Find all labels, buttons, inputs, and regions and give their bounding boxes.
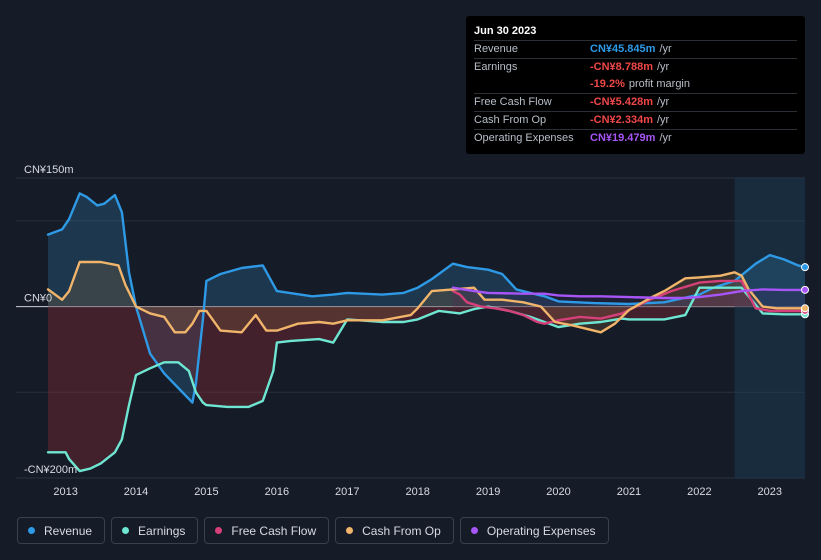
legend-dot-icon: [470, 527, 478, 534]
tooltip-row-unit: /yr: [656, 96, 670, 108]
x-tick-label: 2018: [405, 486, 429, 498]
earnings-line: [46, 286, 807, 473]
tooltip-row-label: Cash From Op: [474, 114, 547, 126]
revenue-line: [46, 192, 807, 404]
x-tick-label: 2014: [124, 486, 148, 498]
x-tick-label: 2023: [758, 486, 782, 498]
tooltip-row-value: -CN¥2.334m: [590, 114, 653, 126]
legend-item-cash-from-op[interactable]: Cash From Op: [335, 517, 454, 544]
x-tick-label: 2013: [53, 486, 77, 498]
tooltip-row-label: Revenue: [474, 43, 519, 55]
tooltip-date: Jun 30 2023: [474, 25, 537, 37]
tooltip-row: Revenue CN¥45.845m/yr: [474, 40, 797, 58]
tooltip-row-label: Earnings: [474, 61, 518, 73]
legend-label: Earnings: [138, 523, 186, 538]
y-tick-label: CN¥150m: [24, 164, 74, 176]
x-tick-label: 2021: [617, 486, 641, 498]
tooltip-row-label: Operating Expenses: [474, 132, 574, 144]
tooltip-row-unit: /yr: [659, 132, 672, 144]
x-tick-label: 2020: [546, 486, 570, 498]
legend-dot-icon: [28, 527, 35, 534]
tooltip-row: -19.2% profit margin: [474, 76, 797, 93]
chart-tooltip: Jun 30 2023 Revenue CN¥45.845m/yr Earnings…: [466, 16, 805, 154]
tooltip-row-value: -CN¥5.428m: [590, 96, 653, 108]
financial-chart: CN¥150m CN¥0 -CN¥200m 2013 2014 2015 2016 2017…: [16, 164, 809, 498]
cash-from-op-line: [46, 260, 807, 334]
legend-dot-icon: [215, 527, 223, 534]
earnings-area: [48, 287, 805, 472]
tooltip-row-label: [474, 76, 590, 93]
chart-legend: Revenue Earnings Free Cash Flow Cash From O…: [17, 517, 609, 546]
tooltip-row: Free Cash Flow -CN¥5.428m/yr: [474, 93, 797, 111]
legend-label: Revenue: [44, 523, 93, 538]
revenue-endpoint: [801, 263, 809, 272]
tooltip-row-unit: profit margin: [628, 78, 690, 90]
tooltip-row: Earnings -CN¥8.788m/yr: [474, 58, 797, 76]
cash-from-op-endpoint: [801, 304, 809, 313]
x-tick-label: 2019: [476, 486, 500, 498]
legend-label: Free Cash Flow: [231, 523, 317, 538]
free-cash-flow-line: [451, 279, 807, 325]
legend-dot-icon: [346, 527, 354, 534]
tooltip-row: Operating Expenses CN¥19.479m/yr: [474, 129, 797, 147]
legend-item-revenue[interactable]: Revenue: [17, 517, 106, 544]
y-tick-label: -CN¥200m: [24, 464, 77, 476]
tooltip-row-value: -CN¥8.788m: [590, 61, 653, 73]
x-tick-label: 2017: [335, 486, 359, 498]
free-cash-flow-area: [452, 280, 805, 324]
y-tick-label: CN¥0: [24, 293, 52, 305]
x-tick-label: 2016: [265, 486, 289, 498]
legend-dot-icon: [122, 527, 130, 534]
tooltip-row-unit: /yr: [656, 114, 670, 126]
tooltip-row-unit: /yr: [656, 61, 670, 73]
tooltip-row-label: Free Cash Flow: [474, 96, 552, 108]
forecast-highlight-band: [734, 178, 805, 478]
operating-expenses-line: [451, 286, 807, 300]
legend-item-earnings[interactable]: Earnings: [111, 517, 199, 544]
tooltip-row-value: CN¥45.845m: [590, 43, 656, 55]
x-tick-label: 2015: [194, 486, 218, 498]
legend-item-operating-expenses[interactable]: Operating Expenses: [459, 517, 609, 544]
tooltip-row-unit: /yr: [659, 43, 672, 55]
operating-expenses-endpoint: [801, 285, 809, 294]
legend-label: Operating Expenses: [486, 523, 596, 538]
tooltip-row-value: CN¥19.479m: [590, 132, 656, 144]
x-tick-label: 2022: [687, 486, 711, 498]
legend-item-free-cash-flow[interactable]: Free Cash Flow: [204, 517, 330, 544]
tooltip-row: Cash From Op -CN¥2.334m/yr: [474, 111, 797, 129]
legend-label: Cash From Op: [362, 523, 441, 538]
tooltip-row-value: -19.2%: [590, 78, 625, 90]
